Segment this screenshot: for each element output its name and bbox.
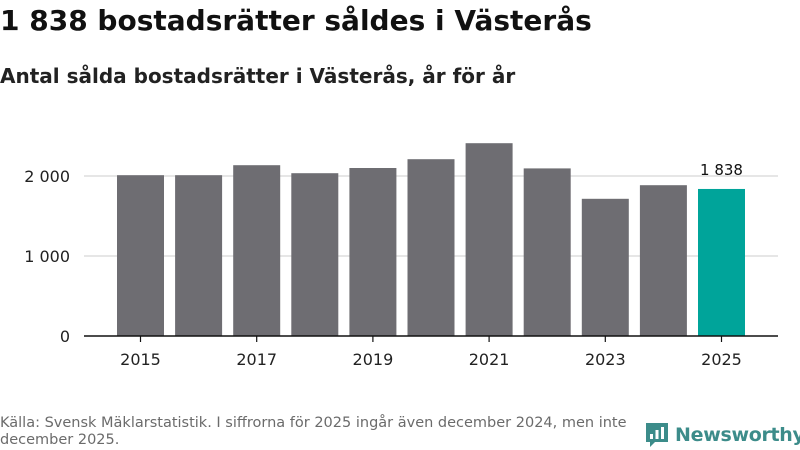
data-label-2025: 1 838 xyxy=(700,161,743,179)
x-tick-label: 2015 xyxy=(120,350,161,369)
bar xyxy=(349,168,397,336)
bar xyxy=(465,143,513,336)
x-tick-label: 2025 xyxy=(701,350,742,369)
x-tick-label: 2023 xyxy=(585,350,626,369)
bar xyxy=(407,159,455,336)
newsworthy-logo: Newsworthy xyxy=(645,420,800,450)
y-tick-label: 2 000 xyxy=(24,167,70,186)
x-tick-label: 2017 xyxy=(236,350,277,369)
bar-highlight xyxy=(698,188,745,336)
bar xyxy=(117,175,164,336)
y-tick-label: 0 xyxy=(60,327,70,346)
newsworthy-logo-text: Newsworthy xyxy=(675,424,800,446)
bar xyxy=(291,173,339,336)
source-note: Källa: Svensk Mäklarstatistik. I siffror… xyxy=(0,415,627,448)
x-tick-label: 2021 xyxy=(469,350,510,369)
y-tick-label: 1 000 xyxy=(24,247,70,266)
bar xyxy=(581,198,629,336)
chart-title: 1 838 bostadsrätter såldes i Västerås xyxy=(0,4,592,37)
x-tick-label: 2019 xyxy=(353,350,394,369)
bar-chart: 0 1 000 2 000 2015 2017 2019 2021 2023 2025 1 838 xyxy=(24,143,778,369)
bar xyxy=(523,168,571,336)
bar xyxy=(175,175,223,336)
bar xyxy=(233,165,281,336)
newsworthy-logo-icon xyxy=(646,423,668,447)
bar xyxy=(639,185,687,336)
chart-subtitle: Antal sålda bostadsrätter i Västerås, år… xyxy=(0,64,516,88)
